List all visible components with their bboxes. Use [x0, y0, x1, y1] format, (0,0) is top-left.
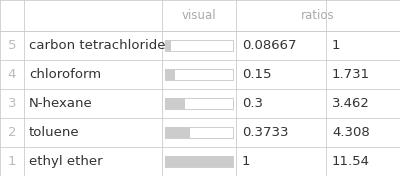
Bar: [165, 156, 233, 167]
Bar: [165, 40, 233, 51]
Text: 5: 5: [8, 39, 16, 52]
Text: ethyl ether: ethyl ether: [29, 155, 102, 168]
Text: toluene: toluene: [29, 126, 80, 139]
Text: chloroform: chloroform: [29, 68, 101, 81]
Text: 3: 3: [8, 97, 16, 110]
Bar: [165, 127, 233, 138]
Text: N-hexane: N-hexane: [29, 97, 92, 110]
Bar: [165, 127, 190, 138]
Text: visual: visual: [182, 9, 216, 22]
Bar: [165, 156, 233, 167]
Text: 1.731: 1.731: [332, 68, 370, 81]
Text: 4.308: 4.308: [332, 126, 370, 139]
Text: 0.3: 0.3: [242, 97, 263, 110]
Text: 11.54: 11.54: [332, 155, 370, 168]
Bar: [165, 40, 171, 51]
Text: 3.462: 3.462: [332, 97, 370, 110]
Bar: [165, 69, 175, 80]
Text: 0.15: 0.15: [242, 68, 272, 81]
Text: ratios: ratios: [301, 9, 335, 22]
Text: 2: 2: [8, 126, 16, 139]
Text: 4: 4: [8, 68, 16, 81]
Text: 1: 1: [332, 39, 340, 52]
Text: carbon tetrachloride: carbon tetrachloride: [29, 39, 165, 52]
Bar: [165, 98, 233, 109]
Bar: [165, 69, 233, 80]
Text: 0.3733: 0.3733: [242, 126, 288, 139]
Text: 0.08667: 0.08667: [242, 39, 296, 52]
Text: 1: 1: [8, 155, 16, 168]
Bar: [165, 98, 186, 109]
Text: 1: 1: [242, 155, 250, 168]
